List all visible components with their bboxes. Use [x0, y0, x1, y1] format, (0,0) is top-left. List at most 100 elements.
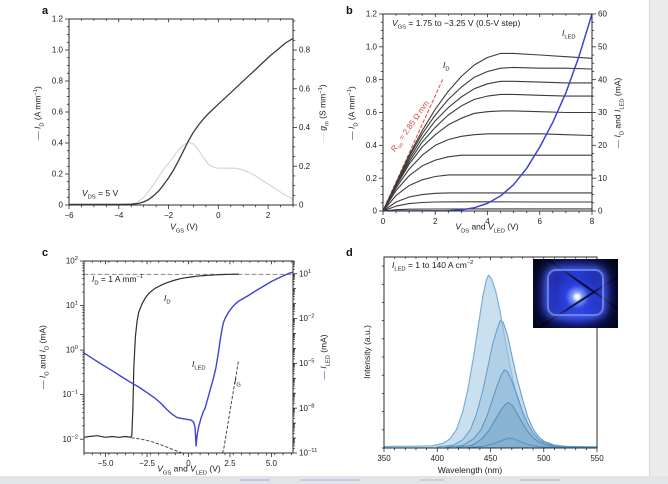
- next-row-preview-strip: [0, 476, 668, 484]
- svg-text:0.8: 0.8: [52, 77, 64, 86]
- svg-text:0.2: 0.2: [299, 162, 311, 171]
- svg-text:500: 500: [537, 454, 551, 463]
- svg-text:101: 101: [299, 269, 311, 279]
- decorative-mark: [240, 479, 270, 481]
- svg-text:0.2: 0.2: [366, 174, 378, 183]
- svg-text:450: 450: [484, 454, 498, 463]
- iled-line-key: —: [612, 139, 623, 149]
- svg-text:10−2: 10−2: [62, 434, 78, 444]
- svg-text:−6: −6: [64, 211, 74, 220]
- panel-d-current-range-annotation: ILED = 1 to 140 A cm−2: [392, 260, 474, 273]
- panel-a-plot: −6 −4 −2 0 2 0 0.2 0.4 0.6 0.8 1.0 1.2 0 0.2 0.4 0.6 0.8: [52, 15, 311, 220]
- svg-text:−2.5: −2.5: [139, 459, 155, 468]
- panel-c-left-axis-title: — IG and ID (mA): [38, 325, 51, 389]
- svg-text:101: 101: [66, 301, 78, 311]
- svg-text:10−5: 10−5: [299, 358, 315, 368]
- svg-text:0.4: 0.4: [366, 141, 378, 150]
- panel-c-left-axis-text: IG and ID (mA): [37, 325, 51, 379]
- panel-b-frame: [382, 13, 593, 212]
- panel-a-letter: a: [42, 5, 49, 17]
- svg-text:10−1: 10−1: [62, 390, 78, 400]
- svg-text:0: 0: [59, 201, 64, 210]
- panel-a-right-axis-title: — gm (S mm−1): [318, 84, 331, 141]
- series-id-vgs-m0.75v: [382, 133, 593, 212]
- svg-text:2.5: 2.5: [224, 459, 236, 468]
- panel-d-frame: [383, 256, 598, 449]
- decorative-mark: [420, 479, 444, 481]
- ig-id-line-key: —: [37, 380, 48, 389]
- svg-text:10−8: 10−8: [299, 403, 315, 413]
- panel-a-right-axis-text: gm (S mm−1): [317, 84, 331, 131]
- svg-text:−4: −4: [114, 211, 124, 220]
- panel-c-letter: c: [42, 247, 49, 259]
- id-line-key: —: [346, 131, 357, 140]
- panel-c-id-curve-label: ID: [164, 293, 171, 306]
- panel-c-frame: [83, 260, 294, 454]
- panel-d-letter: d: [346, 247, 353, 259]
- panel-a-left-axis-text: ID (A mm−1): [32, 86, 46, 130]
- svg-text:0.2: 0.2: [52, 170, 64, 179]
- panel-b-vgs-step-annotation: VGS = 1.75 to −3.25 V (0.5-V step): [392, 18, 521, 31]
- panel-b-xaxis-title: VDS and VLED (V): [455, 221, 519, 235]
- gm-line-key: —: [317, 133, 328, 142]
- svg-text:0.6: 0.6: [366, 108, 378, 117]
- svg-text:8: 8: [590, 217, 595, 226]
- decorative-mark: [300, 479, 360, 481]
- series-id-transfer: [68, 37, 294, 206]
- svg-text:50: 50: [598, 42, 607, 51]
- panel-c-ig-curve-label: IG: [234, 376, 241, 389]
- svg-text:0.6: 0.6: [52, 108, 64, 117]
- svg-text:10−2: 10−2: [299, 314, 315, 324]
- svg-text:30: 30: [598, 108, 607, 117]
- series-ig-dashed-left: [131, 437, 182, 454]
- svg-text:5.0: 5.0: [266, 459, 278, 468]
- svg-text:40: 40: [598, 75, 607, 84]
- svg-text:550: 550: [590, 454, 604, 463]
- panel-b-left-axis-title: — ID (A mm−1): [347, 86, 360, 140]
- svg-text:20: 20: [598, 141, 607, 150]
- svg-text:102: 102: [66, 256, 78, 266]
- panel-c-iled-curve-label: ILED: [192, 359, 206, 372]
- panel-b-right-axis-text: ID and ILED (mA): [612, 77, 626, 138]
- panel-b-id-curve-label: ID: [443, 60, 450, 73]
- series-iled-log: [83, 271, 294, 447]
- panel-d-xaxis-title: Wavelength (nm): [437, 465, 503, 475]
- series-ig-dashed-right: [222, 361, 239, 454]
- series-id-vgs-m1.25v: [382, 154, 593, 212]
- page-right-margin-strip: [649, 0, 668, 484]
- svg-text:0.8: 0.8: [299, 46, 311, 55]
- led-emission-photo-inset: [533, 259, 618, 328]
- svg-text:2: 2: [266, 211, 271, 220]
- svg-text:1.2: 1.2: [52, 15, 64, 24]
- svg-text:0.4: 0.4: [299, 123, 311, 132]
- series-id-vgs-0.25v: [382, 93, 593, 212]
- svg-text:−2: −2: [164, 211, 174, 220]
- svg-text:400: 400: [431, 454, 445, 463]
- series-gm-transconductance: [68, 141, 294, 206]
- svg-text:0: 0: [381, 217, 386, 226]
- panel-a-series: [68, 37, 294, 206]
- svg-text:100: 100: [66, 345, 78, 355]
- svg-text:60: 60: [598, 10, 607, 19]
- svg-text:0.8: 0.8: [366, 75, 378, 84]
- series-id-vgs-1.25v: [382, 66, 593, 212]
- panel-d-plot: 350 400 450 500 550: [377, 256, 604, 463]
- panel-c-series: [83, 271, 294, 454]
- series-id-vgs-m2.25v: [382, 192, 593, 212]
- panel-b-right-axis-title: — ID and ILED (mA): [613, 78, 626, 149]
- panel-b-iled-curve-label: ILED: [562, 28, 576, 41]
- svg-text:1.0: 1.0: [52, 46, 64, 55]
- id-line-key: —: [32, 131, 43, 140]
- svg-text:6: 6: [538, 217, 543, 226]
- svg-text:0: 0: [373, 207, 378, 216]
- series-id-vgs-0.75v: [382, 80, 593, 212]
- panel-b-left-axis-text: ID (A mm−1): [346, 86, 360, 130]
- decorative-mark: [520, 479, 560, 481]
- svg-text:4: 4: [485, 217, 490, 226]
- svg-text:0: 0: [186, 459, 191, 468]
- series-id-vgs-m1.75v: [382, 174, 593, 212]
- panel-c-id-limit-annotation: ID = 1 A mm−1: [92, 274, 144, 287]
- svg-text:0.6: 0.6: [299, 84, 311, 93]
- panel-b-letter: b: [346, 5, 353, 17]
